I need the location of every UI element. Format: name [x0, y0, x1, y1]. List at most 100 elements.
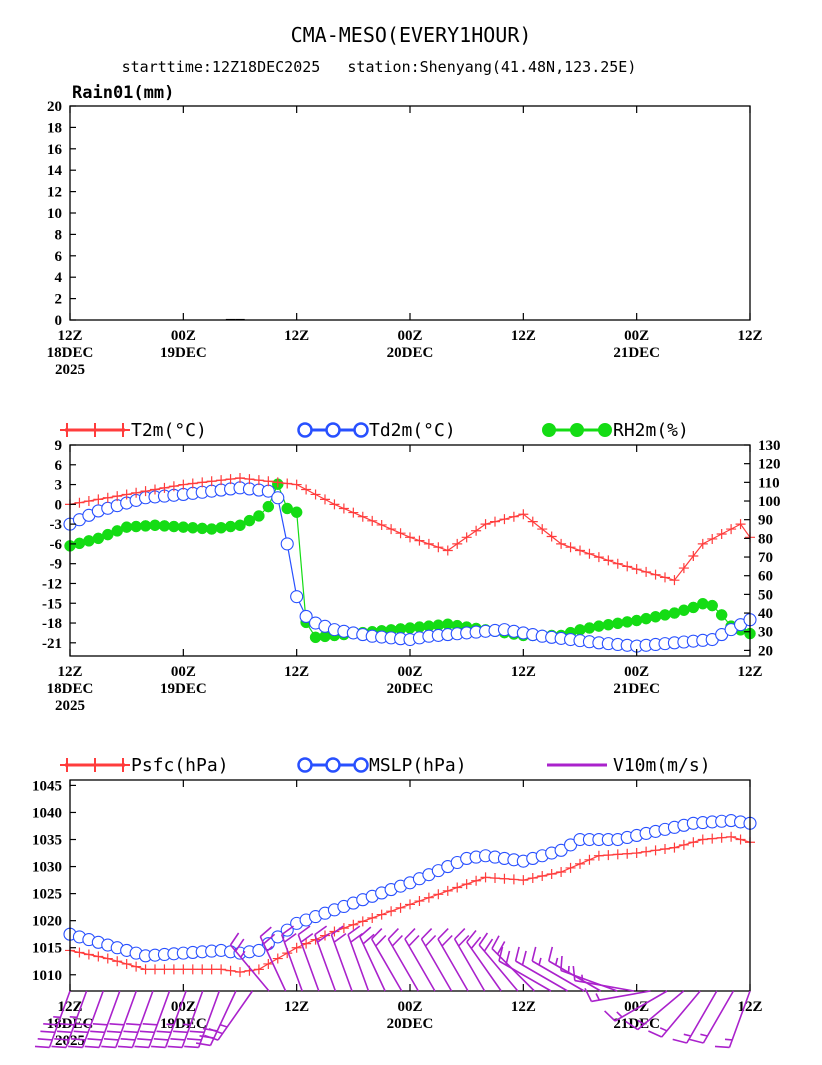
t2m-point: [669, 575, 680, 586]
psfc-point: [518, 875, 529, 886]
psfc-point: [575, 858, 585, 869]
t2m-point: [678, 563, 689, 574]
t2m-point: [433, 542, 444, 553]
x-tick-label: 00Z: [397, 328, 422, 344]
chart-subtitle: starttime:12Z18DEC2025 station:Shenyang(…: [122, 58, 637, 76]
x-tick-label: 20DEC: [387, 345, 434, 361]
wind-barb: [604, 990, 668, 1022]
psfc-swatch-marker: [60, 758, 74, 772]
x-tick-label: 12Z: [737, 664, 762, 680]
rh2m-point: [602, 618, 615, 631]
psfc-point: [187, 964, 198, 975]
t2m-point: [121, 489, 132, 500]
psfc-point: [433, 889, 444, 900]
rh2m-point: [649, 611, 662, 623]
psfc-point: [660, 843, 670, 854]
x-tick-label: 00Z: [397, 664, 422, 680]
y2-tick-label: 30: [758, 625, 773, 641]
t2m-point: [612, 558, 623, 569]
y2-tick-label: 20: [758, 643, 773, 659]
x-tick-label: 12Z: [57, 999, 82, 1015]
x-tick-label: 00Z: [397, 999, 422, 1015]
y2-tick-label: 80: [758, 531, 773, 547]
x-tick-label: 21DEC: [613, 681, 660, 697]
x-tick-label: 12Z: [57, 328, 82, 344]
psfc-point: [546, 869, 557, 880]
x-tick-label: 12Z: [737, 328, 762, 344]
x-tick-label: 00Z: [171, 328, 196, 344]
psfc-point: [93, 951, 104, 962]
y2-tick-label: 50: [758, 587, 773, 603]
t2m-point: [376, 519, 387, 530]
t2m-point: [348, 507, 359, 518]
td2m-point: [290, 590, 304, 604]
td2m-point: [299, 609, 313, 623]
td2m-swatch-marker: [297, 422, 313, 438]
wind-barb: [689, 990, 735, 1044]
rh2m-point: [706, 599, 718, 612]
wind-barb: [167, 990, 204, 1049]
wind-barb: [714, 990, 751, 1049]
t2m-point: [660, 572, 670, 583]
wind-barb: [101, 990, 138, 1049]
y-tick-label: 20: [47, 99, 62, 115]
y-tick-label: -18: [42, 616, 62, 632]
psfc-point: [678, 839, 689, 850]
psfc-point: [499, 873, 510, 884]
wind-barb: [572, 966, 635, 992]
wind-barb: [330, 925, 353, 992]
t2m-point: [508, 511, 519, 522]
x-tick-label: 21DEC: [613, 345, 660, 361]
y-tick-label: 0: [55, 497, 63, 513]
t2m-point: [338, 503, 349, 514]
rh2m-point: [612, 617, 624, 630]
y-tick-label: 14: [47, 163, 63, 179]
psfc-swatch-marker: [116, 758, 130, 772]
psfc-point: [480, 872, 491, 883]
td2m-point: [271, 491, 285, 505]
y-tick-label: 1025: [32, 887, 62, 903]
y-tick-label: -21: [42, 636, 62, 652]
t2m-point: [442, 545, 453, 556]
psfc-point: [112, 956, 123, 967]
t2m-point: [490, 516, 500, 527]
wind-barb: [672, 990, 718, 1044]
y-tick-label: -6: [50, 537, 63, 553]
t2m-point: [527, 516, 538, 527]
t2m-point: [187, 478, 198, 489]
psfc-point: [206, 964, 217, 975]
x-tick-label: 18DEC: [47, 681, 94, 697]
x-tick-label: 12Z: [284, 664, 309, 680]
t2m-point: [697, 538, 708, 549]
y-tick-label: 6: [55, 458, 63, 474]
y-tick-label: -15: [42, 596, 62, 612]
rh2m-point: [640, 612, 652, 625]
t2m-point: [688, 550, 699, 561]
wind-barb: [314, 925, 337, 992]
t2m-swatch-marker: [60, 423, 74, 437]
psfc-point: [650, 845, 661, 856]
psfc-point: [508, 874, 519, 885]
wind-barb: [117, 990, 154, 1049]
t2m-point: [367, 515, 378, 526]
psfc-point: [376, 909, 387, 920]
t2m-point: [159, 482, 170, 493]
psfc-point: [565, 862, 576, 873]
psfc-point: [612, 849, 623, 860]
t2m-point: [716, 529, 727, 540]
rh2m-point: [583, 622, 596, 634]
psfc-point: [631, 848, 642, 859]
t2m-point: [537, 524, 548, 535]
x-tick-label: 00Z: [624, 664, 649, 680]
wind-barb: [584, 987, 651, 1003]
x-tick-label: 00Z: [171, 664, 196, 680]
wind-barb: [359, 926, 386, 992]
t2m-point: [386, 524, 397, 535]
t2m-point: [631, 564, 642, 575]
rh2m-point: [697, 597, 709, 610]
y-tick-label: 0: [55, 313, 63, 329]
rh2m-swatch-marker: [598, 423, 612, 437]
x-tick-label: 12Z: [284, 328, 309, 344]
psfc-point: [716, 832, 727, 843]
